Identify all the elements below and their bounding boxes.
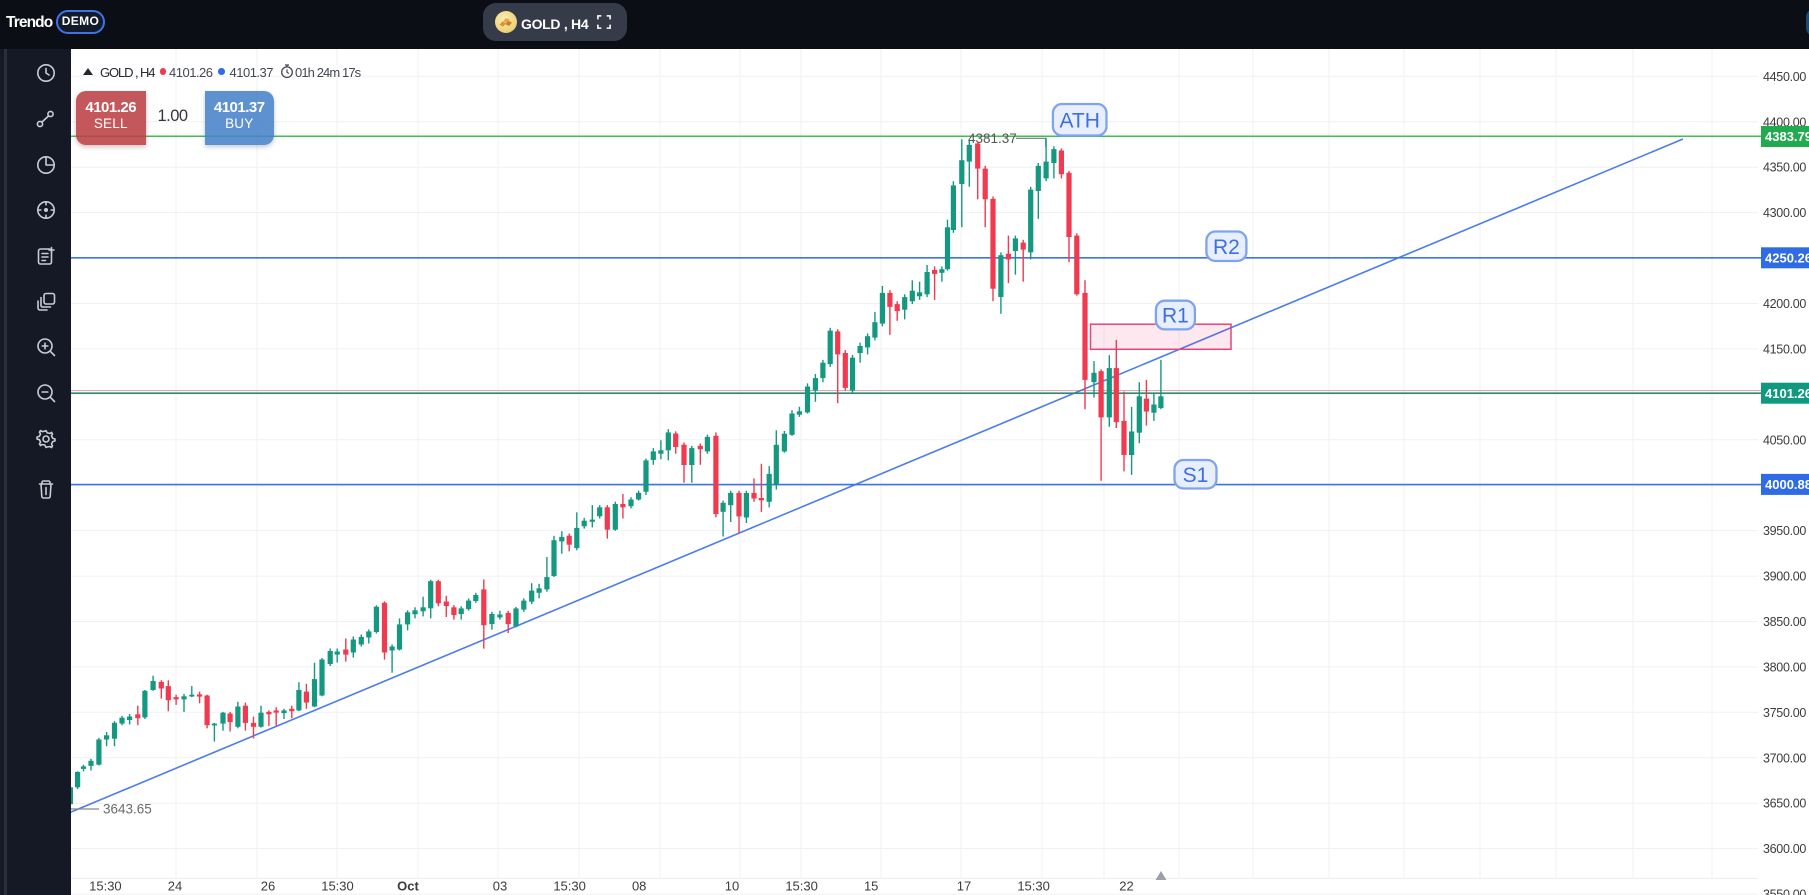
svg-text:Oct: Oct xyxy=(397,879,419,894)
svg-text:3650.00: 3650.00 xyxy=(1763,797,1806,811)
svg-text:4200.00: 4200.00 xyxy=(1763,297,1806,311)
svg-text:3600.00: 3600.00 xyxy=(1763,842,1806,856)
svg-text:3950.00: 3950.00 xyxy=(1763,524,1806,538)
svg-text:4250.26: 4250.26 xyxy=(1765,251,1809,266)
svg-text:3750.00: 3750.00 xyxy=(1763,706,1806,720)
svg-text:4400.00: 4400.00 xyxy=(1763,115,1806,129)
svg-text:R1: R1 xyxy=(1162,305,1189,328)
svg-text:15: 15 xyxy=(864,879,878,894)
svg-text:15:30: 15:30 xyxy=(89,879,122,894)
svg-text:15:30: 15:30 xyxy=(553,879,586,894)
svg-text:4000.88: 4000.88 xyxy=(1765,477,1809,492)
svg-text:4381.37: 4381.37 xyxy=(968,131,1017,146)
svg-text:3900.00: 3900.00 xyxy=(1763,570,1806,584)
svg-text:08: 08 xyxy=(632,879,646,894)
svg-text:4300.00: 4300.00 xyxy=(1763,206,1806,220)
svg-text:4350.00: 4350.00 xyxy=(1763,161,1806,175)
svg-text:17: 17 xyxy=(957,879,971,894)
svg-text:24: 24 xyxy=(168,879,182,894)
svg-text:22: 22 xyxy=(1119,879,1133,894)
svg-text:3800.00: 3800.00 xyxy=(1763,660,1806,674)
svg-text:15:30: 15:30 xyxy=(785,879,818,894)
svg-text:S1: S1 xyxy=(1183,464,1209,487)
svg-text:15:30: 15:30 xyxy=(321,879,354,894)
svg-text:4150.00: 4150.00 xyxy=(1763,342,1806,356)
svg-text:4450.00: 4450.00 xyxy=(1763,70,1806,84)
svg-text:3850.00: 3850.00 xyxy=(1763,615,1806,629)
svg-text:4050.00: 4050.00 xyxy=(1763,433,1806,447)
svg-text:3700.00: 3700.00 xyxy=(1763,751,1806,765)
svg-text:15:30: 15:30 xyxy=(1017,879,1050,894)
svg-text:03: 03 xyxy=(493,879,507,894)
svg-text:3550.00: 3550.00 xyxy=(1763,888,1806,895)
svg-text:26: 26 xyxy=(261,879,275,894)
svg-text:4383.79: 4383.79 xyxy=(1765,129,1809,144)
svg-text:10: 10 xyxy=(725,879,739,894)
svg-text:R2: R2 xyxy=(1213,236,1240,259)
svg-text:ATH: ATH xyxy=(1059,109,1099,132)
svg-text:4101.26: 4101.26 xyxy=(1765,386,1809,401)
svg-text:3643.65: 3643.65 xyxy=(103,802,152,817)
